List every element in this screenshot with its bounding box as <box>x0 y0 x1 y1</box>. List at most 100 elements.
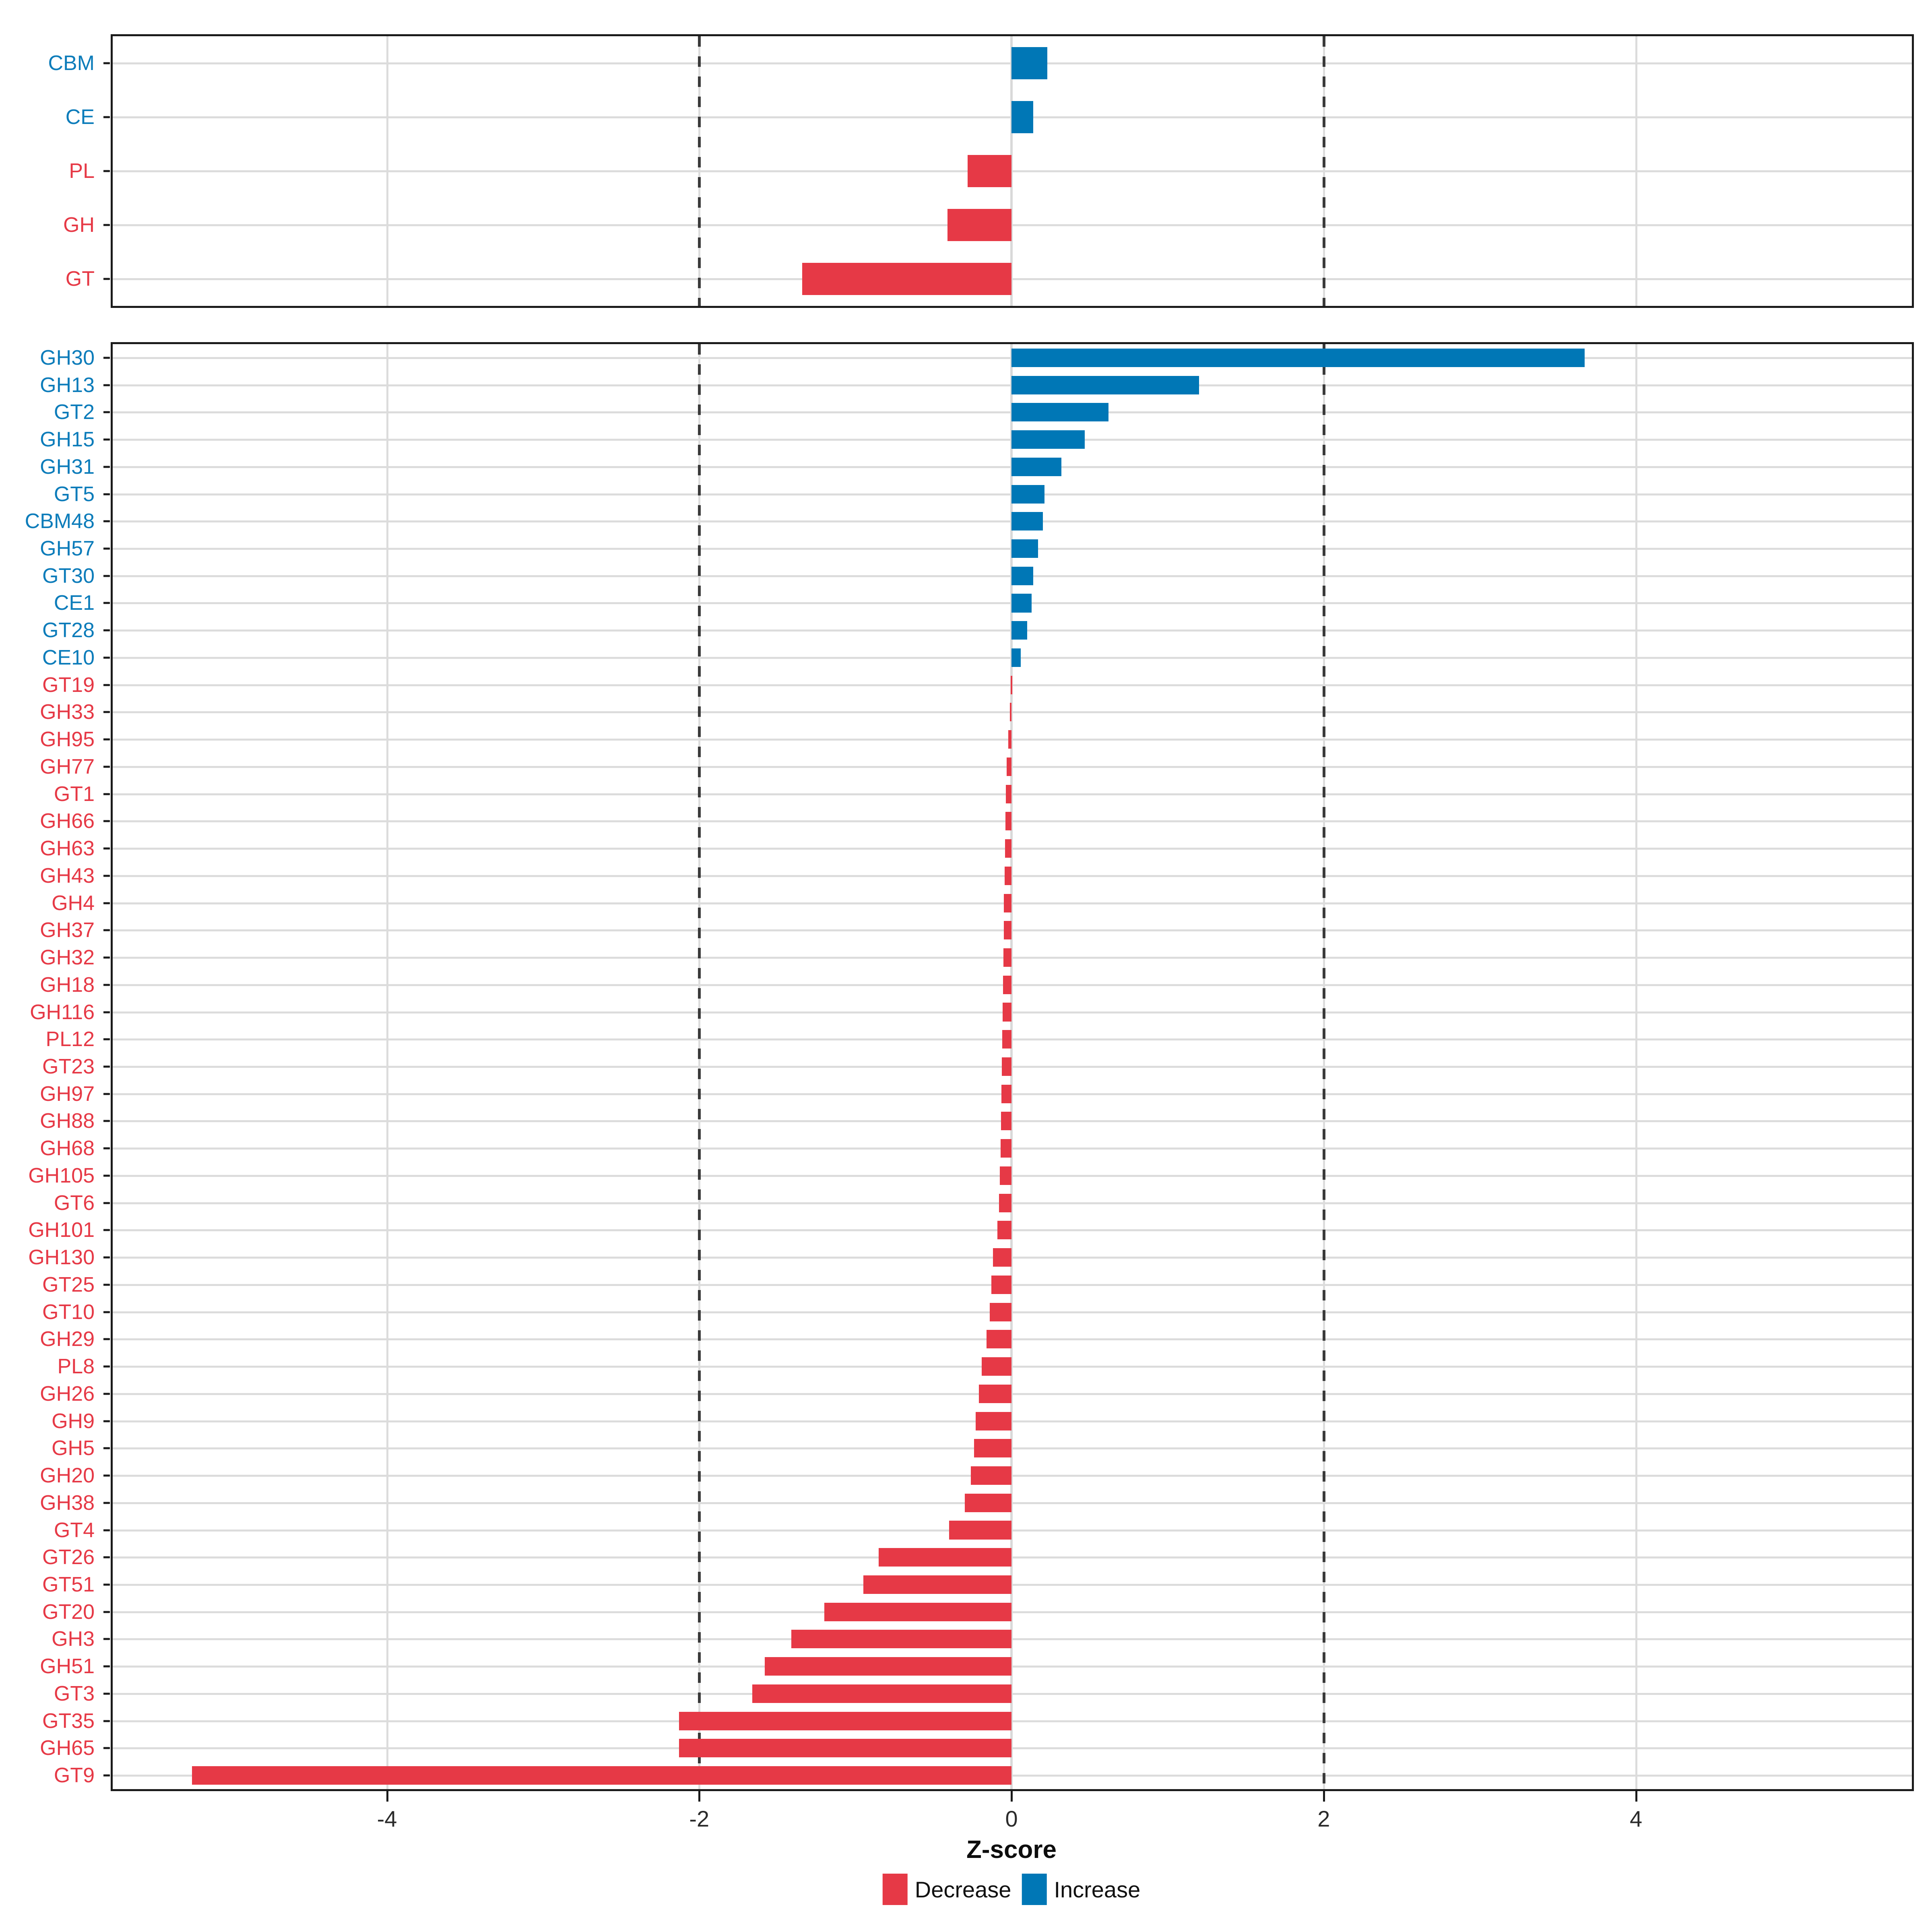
bar-GH3[interactable] <box>791 1630 1012 1649</box>
bar-GT30[interactable] <box>1011 566 1034 585</box>
y-axis-tick <box>103 493 110 495</box>
bar-GT26[interactable] <box>879 1548 1012 1567</box>
bar-GT20[interactable] <box>824 1602 1012 1621</box>
bar-CBM[interactable] <box>1011 47 1048 80</box>
y-axis-label-GH18: GH18 <box>40 973 95 997</box>
y-axis-label-GT30: GT30 <box>42 564 95 588</box>
bar-GT28[interactable] <box>1011 621 1027 640</box>
cazyme-family-plot-area <box>113 344 1912 1789</box>
y-axis-tick <box>103 1583 110 1586</box>
bar-GH29[interactable] <box>987 1330 1012 1349</box>
bar-GH57[interactable] <box>1011 539 1038 558</box>
bar-GH51[interactable] <box>765 1657 1012 1676</box>
bar-CE10[interactable] <box>1011 648 1021 667</box>
x-axis-tick <box>386 1791 388 1802</box>
y-axis-tick <box>103 1774 110 1777</box>
bar-GH[interactable] <box>947 208 1012 242</box>
bar-GT9[interactable] <box>192 1766 1012 1785</box>
bar-GH30[interactable] <box>1011 348 1585 367</box>
legend-item-increase[interactable]: Increase <box>1022 1874 1140 1905</box>
y-axis-label-GH33: GH33 <box>40 700 95 724</box>
bar-GH13[interactable] <box>1011 376 1199 394</box>
bar-GH9[interactable] <box>975 1412 1012 1430</box>
y-axis-label-GH9: GH9 <box>52 1409 95 1433</box>
y-axis-label-GT19: GT19 <box>42 673 95 697</box>
bar-GH26[interactable] <box>978 1384 1012 1403</box>
bar-GH5[interactable] <box>974 1439 1012 1458</box>
bar-GT51[interactable] <box>863 1575 1012 1594</box>
bar-GT10[interactable] <box>989 1302 1012 1321</box>
bar-GH66[interactable] <box>1005 812 1012 831</box>
y-axis-tick <box>103 1229 110 1231</box>
bar-GT23[interactable] <box>1002 1057 1012 1076</box>
x-axis-tick-label: 4 <box>1629 1806 1643 1831</box>
bar-GH105[interactable] <box>999 1166 1012 1185</box>
cazyme-family-panel <box>111 342 1914 1791</box>
y-axis-label-GT35: GT35 <box>42 1709 95 1733</box>
bar-GH68[interactable] <box>1000 1139 1012 1158</box>
bar-CE1[interactable] <box>1011 594 1032 613</box>
bar-GT25[interactable] <box>991 1275 1012 1294</box>
bar-GH38[interactable] <box>964 1493 1012 1512</box>
bar-GH65[interactable] <box>679 1739 1012 1758</box>
y-axis-tick <box>103 902 110 904</box>
y-axis-tick <box>103 875 110 877</box>
y-axis-tick <box>103 929 110 931</box>
bar-GT1[interactable] <box>1006 784 1012 803</box>
y-axis-tick <box>103 1747 110 1749</box>
bar-GH31[interactable] <box>1011 457 1062 476</box>
legend-label-increase: Increase <box>1054 1876 1141 1902</box>
bar-GH97[interactable] <box>1001 1084 1012 1103</box>
bar-GT35[interactable] <box>679 1711 1012 1730</box>
legend: Decrease Increase <box>882 1874 1140 1905</box>
legend-item-decrease[interactable]: Decrease <box>882 1874 1011 1905</box>
y-axis-tick <box>103 766 110 768</box>
bar-GT3[interactable] <box>752 1684 1012 1703</box>
bar-GH116[interactable] <box>1002 1003 1012 1022</box>
y-axis-label-GH32: GH32 <box>40 946 95 970</box>
bar-CBM48[interactable] <box>1011 512 1043 531</box>
y-axis-tick <box>103 1365 110 1368</box>
y-axis-label-PL12: PL12 <box>45 1028 95 1051</box>
zero-line <box>1010 36 1013 306</box>
bar-GT6[interactable] <box>999 1193 1012 1212</box>
y-axis-tick <box>103 278 110 280</box>
bar-GH130[interactable] <box>993 1248 1012 1267</box>
bar-GH4[interactable] <box>1004 894 1012 912</box>
x-axis-tick <box>1635 1791 1637 1802</box>
bar-GT[interactable] <box>802 262 1012 295</box>
bar-PL12[interactable] <box>1002 1030 1012 1049</box>
y-axis-tick <box>103 438 110 441</box>
y-axis-label-CE1: CE1 <box>54 591 95 615</box>
y-axis-label-GH116: GH116 <box>30 1000 95 1024</box>
bar-GT4[interactable] <box>949 1521 1012 1540</box>
legend-swatch-increase <box>1022 1874 1047 1905</box>
y-axis-label-GT9: GT9 <box>54 1764 95 1788</box>
bar-GH63[interactable] <box>1005 839 1012 858</box>
y-axis-label-GH5: GH5 <box>52 1437 95 1460</box>
bar-GH43[interactable] <box>1004 866 1012 885</box>
bar-GH101[interactable] <box>997 1221 1012 1240</box>
y-axis-tick <box>103 602 110 604</box>
bar-GT2[interactable] <box>1011 403 1108 422</box>
bar-GH77[interactable] <box>1007 757 1012 776</box>
bar-PL8[interactable] <box>982 1357 1012 1376</box>
y-axis-label-GH130: GH130 <box>28 1246 95 1269</box>
bar-GH33[interactable] <box>1010 703 1012 722</box>
bar-GH37[interactable] <box>1003 921 1012 940</box>
y-axis-tick <box>103 711 110 713</box>
bar-PL[interactable] <box>968 155 1012 188</box>
bar-GT5[interactable] <box>1011 485 1044 504</box>
x-axis-tick-label: 2 <box>1317 1806 1330 1831</box>
bar-GH32[interactable] <box>1003 948 1012 967</box>
y-axis-tick <box>103 1065 110 1068</box>
x-axis-tick-label: 0 <box>1005 1806 1018 1831</box>
bar-CE[interactable] <box>1011 101 1034 134</box>
bar-GH88[interactable] <box>1001 1112 1012 1131</box>
bar-GH18[interactable] <box>1003 975 1012 994</box>
bar-GT19[interactable] <box>1011 675 1013 694</box>
bar-GH15[interactable] <box>1011 430 1085 449</box>
bar-GH20[interactable] <box>971 1466 1012 1485</box>
bar-GH95[interactable] <box>1008 730 1012 749</box>
y-axis-label-GH13: GH13 <box>40 373 95 397</box>
